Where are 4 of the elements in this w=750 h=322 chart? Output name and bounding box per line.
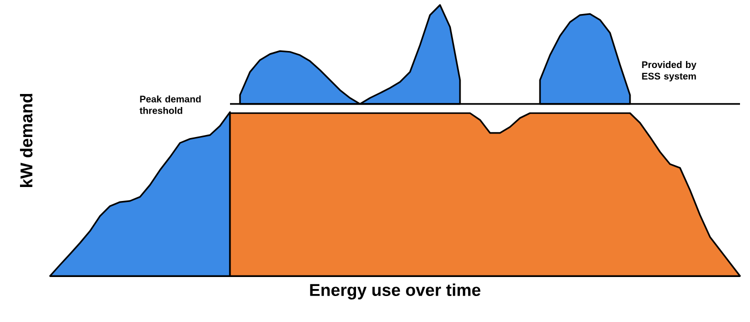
y-axis-title: kW demand (20, 94, 32, 188)
x-axis-title: Energy use over time (310, 284, 480, 300)
annotation: Provided by ESS system (642, 61, 696, 82)
ref-line-label: Peak demand threshold (140, 95, 201, 114)
